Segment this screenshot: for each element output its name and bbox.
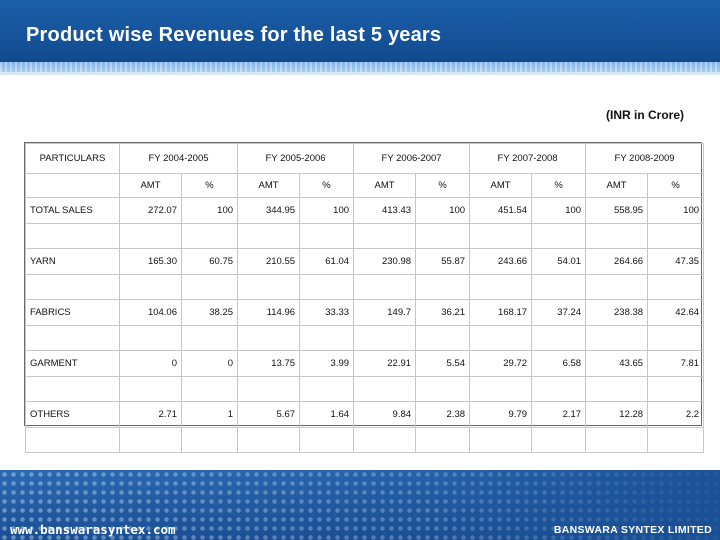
table-header-years: PARTICULARS FY 2004-2005 FY 2005-2006 FY… <box>25 143 705 174</box>
row-label: FABRICS <box>25 299 120 326</box>
cell-value: 43.65 <box>585 350 649 377</box>
cell-value: 60.75 <box>180 248 239 275</box>
cell-value: 13.75 <box>237 350 301 377</box>
table-row: GARMENT 0 0 13.75 3.99 22.91 5.54 29.72 … <box>25 350 705 377</box>
cell-value: 54.01 <box>531 248 587 275</box>
cell-value: 243.66 <box>469 248 533 275</box>
cell-value: 149.7 <box>353 299 417 326</box>
cell-value: 22.91 <box>353 350 417 377</box>
row-label: OTHERS <box>25 401 120 428</box>
cell-value: 36.21 <box>415 299 471 326</box>
header-amt: AMT <box>237 173 301 198</box>
cell-value: 2.17 <box>531 401 587 428</box>
cell-value: 42.64 <box>647 299 705 326</box>
header-empty <box>25 173 120 198</box>
header-stripe <box>0 62 720 72</box>
header-year: FY 2004-2005 <box>118 143 239 174</box>
table-row: YARN 165.30 60.75 210.55 61.04 230.98 55… <box>25 248 705 275</box>
table-row: TOTAL SALES 272.07 100 344.95 100 413.43… <box>25 197 705 224</box>
footer-bar: www.banswarasyntex.com BANSWARA SYNTEX L… <box>0 470 720 540</box>
header-amt: AMT <box>469 173 533 198</box>
header-amt: AMT <box>585 173 649 198</box>
cell-value: 558.95 <box>585 197 649 224</box>
cell-value: 5.54 <box>415 350 471 377</box>
cell-value: 100 <box>531 197 587 224</box>
table-row: FABRICS 104.06 38.25 114.96 33.33 149.7 … <box>25 299 705 326</box>
header-divider <box>0 72 720 75</box>
header-year: FY 2007-2008 <box>469 143 587 174</box>
cell-value: 3.99 <box>299 350 355 377</box>
cell-value: 33.33 <box>299 299 355 326</box>
table-spacer-row <box>25 376 705 402</box>
cell-value: 100 <box>647 197 705 224</box>
row-label: TOTAL SALES <box>25 197 120 224</box>
cell-value: 104.06 <box>119 299 182 326</box>
cell-value: 1 <box>180 401 239 428</box>
cell-value: 0 <box>180 350 239 377</box>
cell-value: 2.2 <box>647 401 705 428</box>
cell-value: 451.54 <box>469 197 533 224</box>
company-name: BANSWARA SYNTEX LIMITED <box>553 524 712 536</box>
cell-value: 210.55 <box>237 248 301 275</box>
header-pct: % <box>647 173 705 198</box>
table-spacer-row <box>25 223 705 249</box>
header-bar <box>0 0 720 62</box>
cell-value: 264.66 <box>585 248 649 275</box>
header-pct: % <box>299 173 355 198</box>
cell-value: 100 <box>299 197 355 224</box>
cell-value: 61.04 <box>299 248 355 275</box>
cell-value: 9.79 <box>469 401 533 428</box>
cell-value: 2.71 <box>119 401 182 428</box>
cell-value: 55.87 <box>415 248 471 275</box>
header-year: FY 2005-2006 <box>237 143 355 174</box>
cell-value: 168.17 <box>469 299 533 326</box>
header-particulars: PARTICULARS <box>25 143 120 174</box>
cell-value: 0 <box>119 350 182 377</box>
header-pct: % <box>531 173 587 198</box>
revenue-table: PARTICULARS FY 2004-2005 FY 2005-2006 FY… <box>24 142 705 453</box>
row-label: YARN <box>25 248 120 275</box>
cell-value: 12.28 <box>585 401 649 428</box>
table-spacer-row <box>25 427 705 453</box>
cell-value: 9.84 <box>353 401 417 428</box>
cell-value: 6.58 <box>531 350 587 377</box>
table-header-subcolumns: AMT % AMT % AMT % AMT % AMT % <box>25 173 705 198</box>
table-row: OTHERS 2.71 1 5.67 1.64 9.84 2.38 9.79 2… <box>25 401 705 428</box>
cell-value: 114.96 <box>237 299 301 326</box>
header-pct: % <box>415 173 471 198</box>
cell-value: 47.35 <box>647 248 705 275</box>
cell-value: 100 <box>180 197 239 224</box>
cell-value: 37.24 <box>531 299 587 326</box>
cell-value: 165.30 <box>119 248 182 275</box>
header-pct: % <box>180 173 239 198</box>
row-label: GARMENT <box>25 350 120 377</box>
cell-value: 230.98 <box>353 248 417 275</box>
cell-value: 38.25 <box>180 299 239 326</box>
page-title: Product wise Revenues for the last 5 yea… <box>26 24 442 46</box>
header-amt: AMT <box>119 173 182 198</box>
cell-value: 7.81 <box>647 350 705 377</box>
header-amt: AMT <box>353 173 417 198</box>
cell-value: 344.95 <box>237 197 301 224</box>
cell-value: 100 <box>415 197 471 224</box>
cell-value: 2.38 <box>415 401 471 428</box>
cell-value: 1.64 <box>299 401 355 428</box>
cell-value: 272.07 <box>119 197 182 224</box>
cell-value: 5.67 <box>237 401 301 428</box>
table-spacer-row <box>25 274 705 300</box>
cell-value: 29.72 <box>469 350 533 377</box>
unit-note: (INR in Crore) <box>606 108 684 122</box>
cell-value: 238.38 <box>585 299 649 326</box>
header-year: FY 2006-2007 <box>353 143 471 174</box>
header-year: FY 2008-2009 <box>585 143 705 174</box>
table-spacer-row <box>25 325 705 351</box>
cell-value: 413.43 <box>353 197 417 224</box>
website-link[interactable]: www.banswarasyntex.com <box>10 522 176 537</box>
